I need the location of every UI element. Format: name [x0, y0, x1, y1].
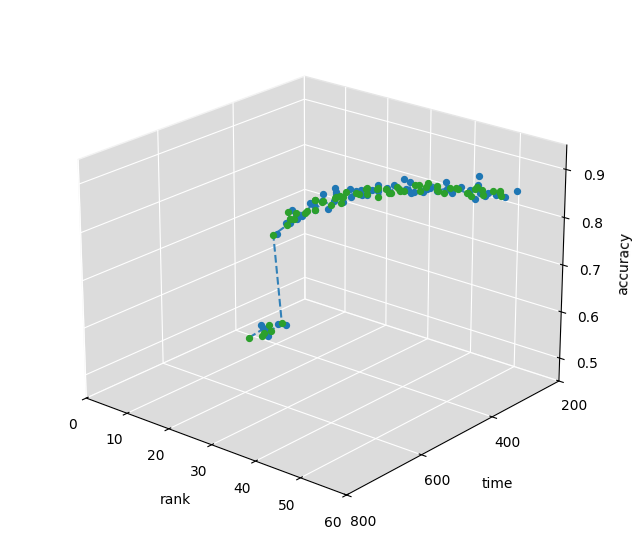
X-axis label: rank: rank [160, 493, 191, 507]
Y-axis label: time: time [481, 477, 513, 491]
